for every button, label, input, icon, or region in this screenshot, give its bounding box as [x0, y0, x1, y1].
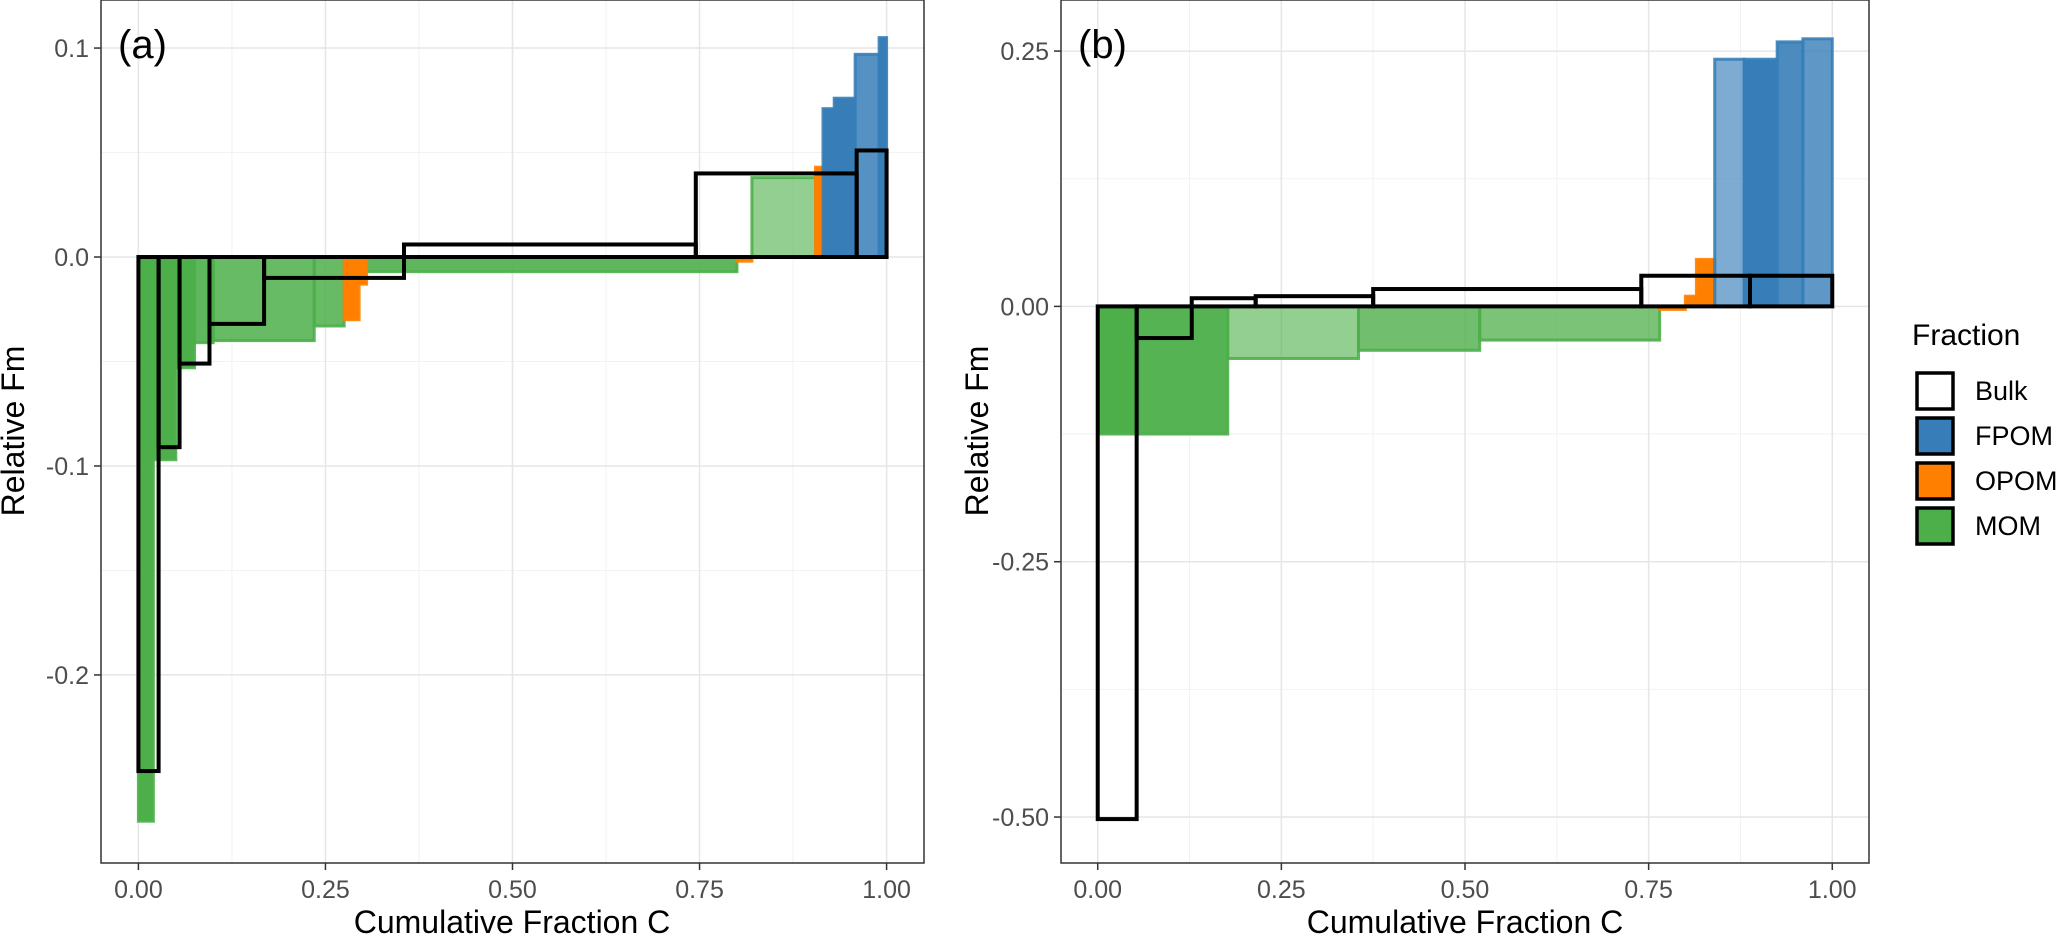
x-tick-label: 0.25 — [1257, 876, 1306, 904]
panel-a: 0.00 0.25 0.50 0.75 1.00 -0.2 -0.1 0.0 0.1 (a) C… — [0, 0, 925, 937]
bar-bulk — [1748, 273, 1835, 309]
legend-label-bulk: Bulk — [1975, 376, 2028, 406]
bar-bulk — [207, 255, 267, 326]
legend-swatch-fpom — [1915, 416, 1955, 456]
bar-fpom — [853, 52, 881, 259]
x-tick-label: 0.25 — [301, 876, 350, 904]
x-tick-label: 0.00 — [1073, 876, 1122, 904]
panel-a-y-axis-title: Relative Fm — [0, 346, 31, 517]
legend-swatch-bulk — [1915, 371, 1955, 411]
bar-bulk — [1134, 304, 1194, 341]
legend-swatch-opom — [1915, 461, 1955, 501]
bar-mom — [365, 255, 739, 274]
panel-b: 0.00 0.25 0.50 0.75 1.00 -0.50 -0.25 0.00 0.25 (… — [959, 0, 1870, 937]
legend-item-bulk: Bulk — [1915, 371, 2028, 411]
y-tick-label: -0.25 — [992, 549, 1049, 577]
bar-mom — [312, 255, 346, 328]
bar-fpom — [821, 107, 836, 259]
panel-b-ticks: 0.00 0.25 0.50 0.75 1.00 -0.50 -0.25 0.00 0.25 — [992, 38, 1857, 904]
panel-a-x-axis-title: Cumulative Fraction C — [354, 904, 671, 937]
bar-fpom — [1713, 57, 1746, 308]
x-tick-label: 0.75 — [675, 876, 724, 904]
legend-title: Fraction — [1912, 319, 2020, 352]
panel-b-bars — [1095, 37, 1835, 822]
bar-opom — [357, 255, 369, 286]
bar-opom — [342, 255, 361, 322]
bar-mom — [1136, 304, 1230, 436]
x-tick-label: 1.00 — [1808, 876, 1857, 904]
x-tick-label: 0.50 — [488, 876, 537, 904]
legend-item-opom: OPOM — [1915, 461, 2058, 501]
y-tick-label: 0.0 — [54, 244, 89, 272]
x-tick-label: 1.00 — [862, 876, 911, 904]
x-tick-label: 0.50 — [1441, 876, 1490, 904]
bar-mom — [1356, 304, 1482, 352]
panel-a-tag: (a) — [118, 23, 167, 67]
y-tick-label: -0.50 — [992, 804, 1049, 832]
bar-fpom — [1775, 40, 1805, 308]
legend-label-opom: OPOM — [1975, 466, 2058, 496]
bar-bulk — [854, 148, 889, 260]
legend-label-mom: MOM — [1975, 511, 2041, 541]
bar-bulk — [136, 255, 161, 774]
bar-mom — [750, 176, 818, 259]
y-tick-label: -0.2 — [46, 662, 89, 690]
bar-mom — [1478, 304, 1662, 342]
y-tick-label: 0.25 — [1000, 38, 1049, 66]
bar-fpom — [1801, 37, 1834, 308]
panel-b-tag: (b) — [1078, 23, 1127, 67]
bar-mom — [1096, 304, 1140, 436]
panel-a-bars — [136, 36, 889, 823]
legend-swatch-mom — [1915, 506, 1955, 546]
legend-label-fpom: FPOM — [1975, 421, 2053, 451]
bar-mom — [1226, 304, 1360, 360]
bar-fpom — [832, 96, 857, 259]
bar-fpom — [1742, 57, 1779, 308]
legend: Fraction Bulk FPOM OPOM MOM — [1912, 319, 2058, 546]
bar-bulk — [1095, 304, 1139, 822]
legend-item-fpom: FPOM — [1915, 416, 2053, 456]
bar-mom — [136, 255, 155, 823]
y-tick-label: 0.00 — [1000, 293, 1049, 321]
panel-a-ticks: 0.00 0.25 0.50 0.75 1.00 -0.2 -0.1 0.0 0.1 — [46, 35, 911, 904]
panel-b-x-axis-title: Cumulative Fraction C — [1307, 904, 1624, 937]
x-tick-label: 0.00 — [114, 876, 163, 904]
panel-b-y-axis-title: Relative Fm — [959, 346, 995, 517]
y-tick-label: -0.1 — [46, 453, 89, 481]
bar-opom — [1694, 257, 1717, 308]
x-tick-label: 0.75 — [1624, 876, 1673, 904]
y-tick-label: 0.1 — [54, 35, 89, 63]
legend-item-mom: MOM — [1915, 506, 2041, 546]
bar-bulk — [262, 255, 407, 280]
